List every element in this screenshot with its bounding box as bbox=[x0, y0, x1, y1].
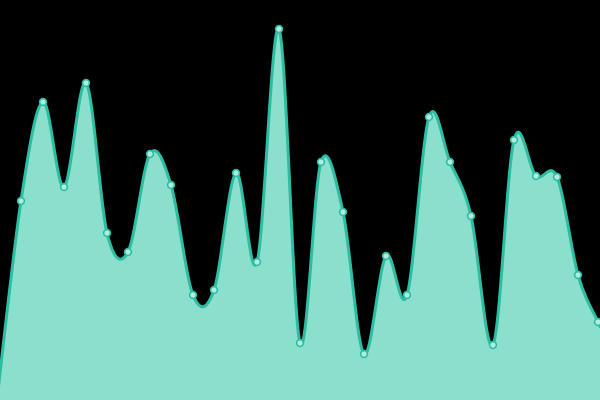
data-point-marker bbox=[338, 207, 348, 217]
data-point-marker bbox=[102, 228, 112, 238]
data-point-marker bbox=[145, 149, 155, 159]
data-point-marker bbox=[402, 290, 412, 300]
data-point-marker bbox=[552, 172, 562, 182]
data-point-marker bbox=[274, 24, 284, 34]
data-point-marker bbox=[123, 247, 133, 257]
data-point-marker bbox=[59, 182, 69, 192]
data-point-marker bbox=[359, 349, 369, 359]
data-point-marker bbox=[188, 290, 198, 300]
data-point-marker bbox=[424, 112, 434, 122]
data-point-marker bbox=[166, 180, 176, 190]
data-point-marker bbox=[466, 211, 476, 221]
data-point-marker bbox=[593, 317, 600, 327]
data-point-marker bbox=[316, 157, 326, 167]
data-point-marker bbox=[209, 285, 219, 295]
data-point-marker bbox=[445, 157, 455, 167]
data-point-marker bbox=[488, 340, 498, 350]
data-point-marker bbox=[509, 135, 519, 145]
data-point-marker bbox=[231, 168, 241, 178]
data-point-marker bbox=[38, 97, 48, 107]
data-point-marker bbox=[81, 78, 91, 88]
data-point-marker bbox=[295, 338, 305, 348]
data-point-marker bbox=[16, 196, 26, 206]
area-fill bbox=[0, 28, 600, 400]
data-point-marker bbox=[531, 171, 541, 181]
data-point-marker bbox=[252, 257, 262, 267]
data-point-marker bbox=[381, 251, 391, 261]
data-point-marker bbox=[573, 270, 583, 280]
